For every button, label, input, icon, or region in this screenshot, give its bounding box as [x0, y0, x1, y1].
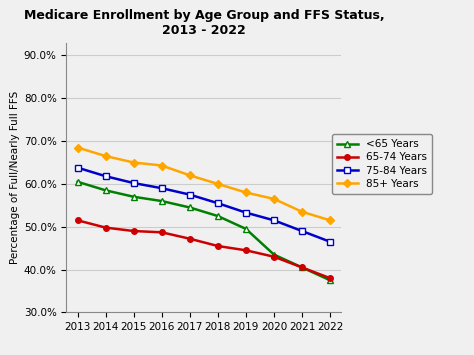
65-74 Years: [103, 225, 109, 230]
85+ Years: [103, 154, 109, 158]
75-84 Years: [187, 192, 192, 197]
85+ Years: [327, 218, 333, 223]
Line: 75-84 Years: 75-84 Years: [75, 165, 333, 245]
<65 Years: [299, 265, 305, 269]
85+ Years: [271, 197, 277, 201]
Line: 85+ Years: 85+ Years: [75, 145, 333, 223]
<65 Years: [215, 214, 221, 218]
Title: Medicare Enrollment by Age Group and FFS Status,
2013 - 2022: Medicare Enrollment by Age Group and FFS…: [24, 9, 384, 37]
<65 Years: [271, 252, 277, 257]
75-84 Years: [271, 218, 277, 223]
Y-axis label: Percentage of Full/Nearly Full FFS: Percentage of Full/Nearly Full FFS: [9, 91, 19, 264]
<65 Years: [243, 227, 249, 231]
65-74 Years: [327, 276, 333, 280]
75-84 Years: [215, 201, 221, 205]
75-84 Years: [103, 174, 109, 178]
75-84 Years: [75, 165, 81, 170]
<65 Years: [131, 195, 137, 199]
<65 Years: [327, 278, 333, 283]
65-74 Years: [271, 255, 277, 259]
65-74 Years: [131, 229, 137, 233]
75-84 Years: [159, 186, 164, 190]
85+ Years: [299, 210, 305, 214]
75-84 Years: [327, 240, 333, 244]
75-84 Years: [243, 211, 249, 215]
85+ Years: [187, 173, 192, 178]
85+ Years: [75, 146, 81, 150]
85+ Years: [159, 163, 164, 168]
65-74 Years: [299, 265, 305, 269]
<65 Years: [103, 188, 109, 192]
<65 Years: [187, 205, 192, 209]
Line: 65-74 Years: 65-74 Years: [75, 218, 333, 281]
85+ Years: [243, 190, 249, 195]
65-74 Years: [187, 237, 192, 241]
75-84 Years: [131, 181, 137, 185]
<65 Years: [159, 199, 164, 203]
65-74 Years: [215, 244, 221, 248]
65-74 Years: [243, 248, 249, 252]
85+ Years: [215, 182, 221, 186]
Line: <65 Years: <65 Years: [75, 179, 333, 283]
75-84 Years: [299, 229, 305, 233]
65-74 Years: [75, 218, 81, 223]
85+ Years: [131, 160, 137, 165]
Legend: <65 Years, 65-74 Years, 75-84 Years, 85+ Years: <65 Years, 65-74 Years, 75-84 Years, 85+…: [332, 134, 432, 194]
<65 Years: [75, 180, 81, 184]
65-74 Years: [159, 230, 164, 234]
